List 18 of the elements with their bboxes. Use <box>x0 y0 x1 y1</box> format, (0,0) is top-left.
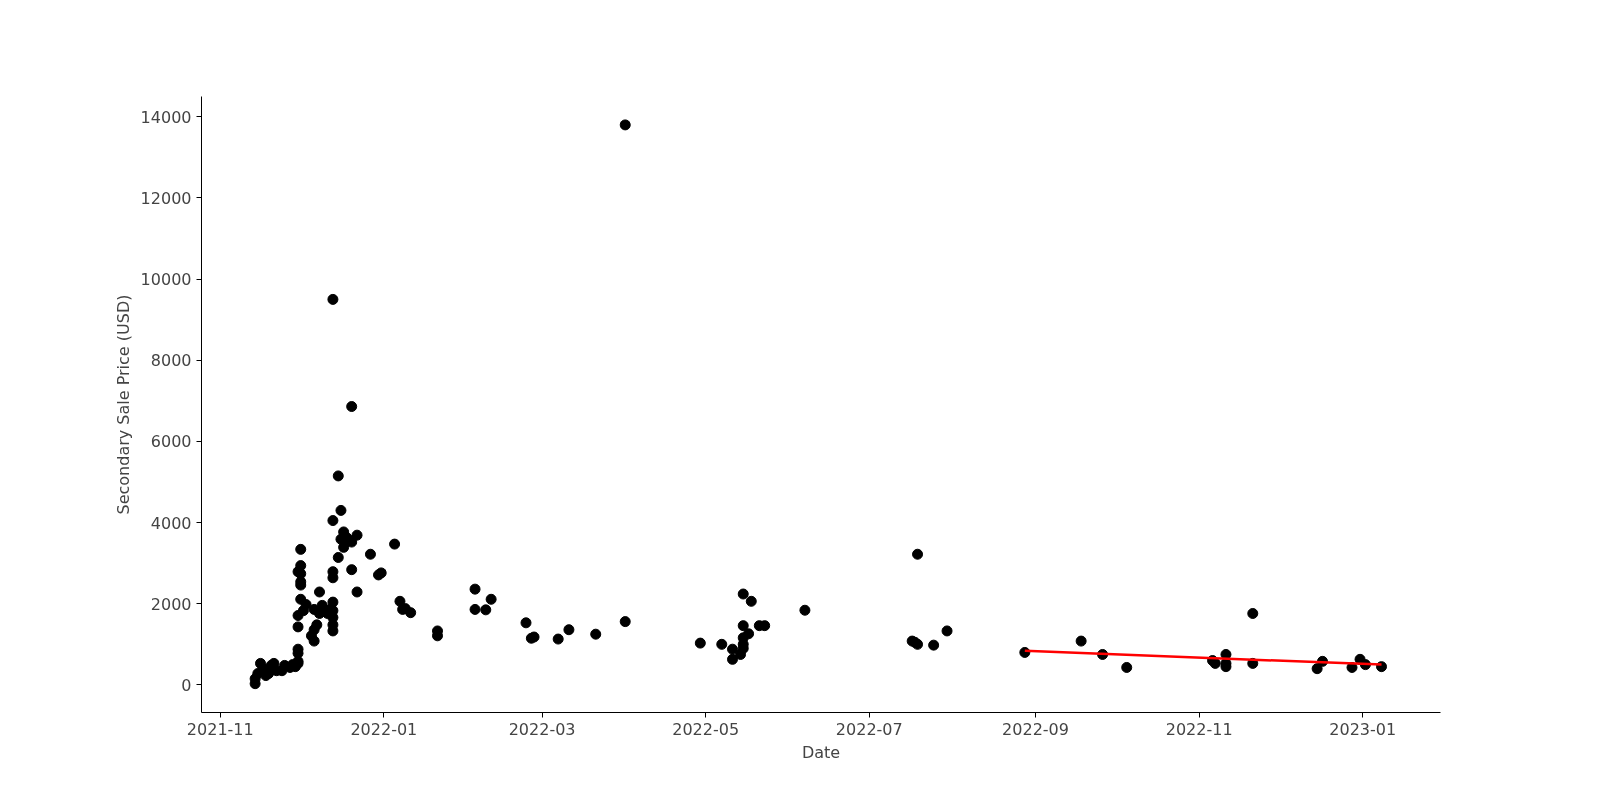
x-tick-label: 2022-11 <box>1165 719 1233 739</box>
y-axis-title: Secondary Sale Price (USD) <box>113 294 133 515</box>
y-tick-label: 8000 <box>150 351 192 371</box>
x-axis-title: Date <box>801 742 841 762</box>
y-tick-label: 10000 <box>140 270 192 290</box>
x-tick-label: 2022-03 <box>508 719 576 739</box>
y-tick-label: 0 <box>181 675 192 695</box>
y-tick-label: 2000 <box>150 594 192 614</box>
x-tick-label: 2022-05 <box>672 719 740 739</box>
x-tick-label: 2022-09 <box>1002 719 1069 739</box>
y-tick-label: 12000 <box>140 188 192 208</box>
x-tick-label: 2021-11 <box>186 719 254 739</box>
y-tick-label: 4000 <box>150 513 192 533</box>
x-tick-label: 2022-07 <box>835 719 903 739</box>
y-tick-label: 14000 <box>140 107 192 127</box>
y-tick-label: 6000 <box>150 432 192 452</box>
x-tick-label: 2022-01 <box>350 719 418 739</box>
x-tick-label: 2023-01 <box>1329 719 1397 739</box>
